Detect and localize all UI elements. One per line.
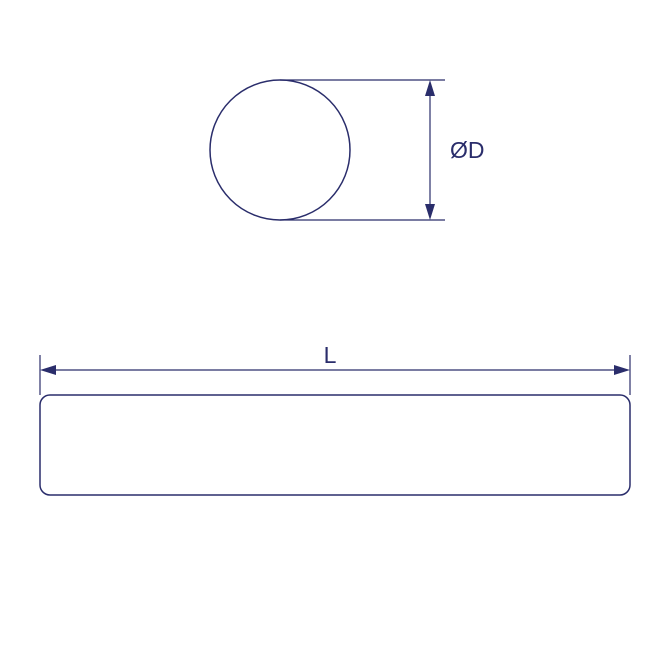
technical-drawing: ØD L <box>0 0 670 670</box>
bar-side-view <box>40 395 630 495</box>
length-label: L <box>324 342 337 368</box>
length-arrow-left <box>40 365 56 375</box>
length-arrow-right <box>614 365 630 375</box>
circle-top-view <box>210 80 350 220</box>
diameter-arrow-top <box>425 80 435 96</box>
diameter-label: ØD <box>450 137 485 163</box>
diameter-arrow-bottom <box>425 204 435 220</box>
